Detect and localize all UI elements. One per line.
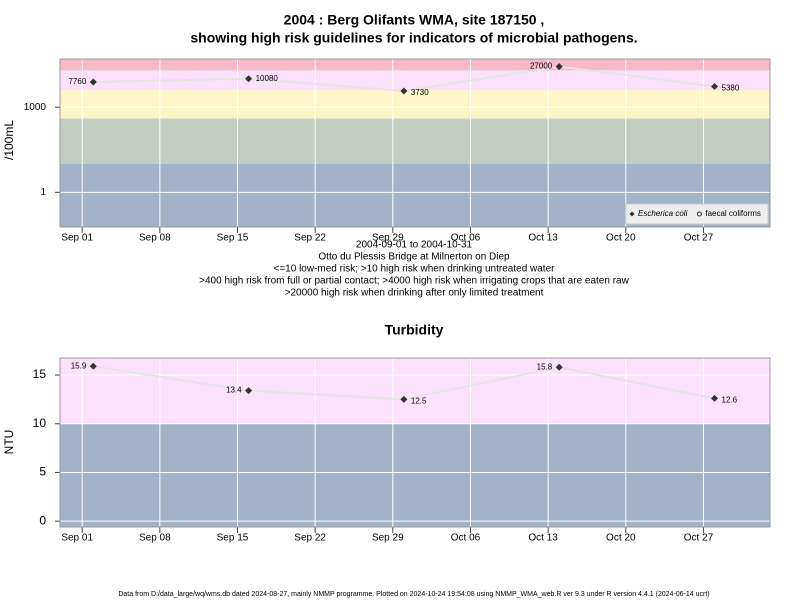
y-tick-label: 1000	[24, 102, 47, 113]
plot-frame	[59, 58, 771, 228]
x-tick-label: Sep 22	[294, 533, 326, 544]
data-label: 10080	[256, 74, 279, 83]
x-tick-label: Sep 15	[217, 233, 249, 244]
data-point	[711, 82, 719, 90]
note: 2004-09-01 to 2004-10-31	[356, 240, 473, 251]
plot-frame	[59, 357, 771, 528]
y-tick-label: 0	[39, 513, 46, 527]
x-tick-label: Sep 29	[372, 533, 404, 544]
y-axis-label: NTU	[2, 430, 16, 455]
data-label: 13.4	[226, 386, 242, 395]
y-tick-label: 10	[33, 416, 47, 430]
data-point	[555, 63, 563, 71]
x-tick-label: Oct 27	[684, 233, 714, 244]
data-point	[711, 394, 719, 402]
x-tick-label: Oct 06	[451, 233, 481, 244]
note: <=10 low-med risk; >10 high risk when dr…	[274, 264, 556, 275]
data-label: 7760	[68, 77, 86, 86]
data-point	[89, 362, 97, 370]
data-label: 12.6	[722, 396, 738, 405]
x-tick-label: Sep 15	[217, 533, 249, 544]
data-point	[400, 87, 408, 95]
chart-title: 2004 : Berg Olifants WMA, site 187150 ,	[284, 12, 545, 28]
x-tick-label: Oct 20	[606, 533, 636, 544]
x-tick-label: Oct 06	[451, 533, 481, 544]
y-tick-label: 5	[39, 465, 46, 479]
data-label: 15.8	[537, 362, 553, 371]
chart-title: Turbidity	[385, 322, 444, 338]
risk-band	[60, 358, 770, 424]
risk-band	[60, 423, 770, 527]
data-point	[555, 363, 563, 371]
x-tick-label: Oct 20	[606, 233, 636, 244]
data-point	[245, 387, 253, 395]
x-tick-label: Sep 22	[294, 233, 326, 244]
x-tick-label: Sep 01	[61, 533, 93, 544]
data-label: 27000	[530, 62, 553, 71]
x-tick-label: Sep 08	[139, 233, 171, 244]
data-point	[400, 395, 408, 403]
risk-band	[60, 59, 770, 71]
note: Otto du Plessis Bridge at Milnerton on D…	[318, 252, 510, 263]
legend-marker	[696, 211, 702, 217]
x-tick-label: Oct 13	[528, 233, 558, 244]
data-label: 15.9	[71, 361, 87, 370]
y-axis-label: /100mL	[2, 120, 16, 160]
y-tick-label: 15	[33, 367, 47, 381]
note: >400 high risk from full or partial cont…	[199, 276, 629, 287]
legend-label: faecal coliforms	[705, 209, 761, 218]
x-tick-label: Sep 01	[61, 233, 93, 244]
data-label: 12.5	[411, 397, 427, 406]
y-tick-label: 1	[40, 187, 46, 198]
legend-marker	[629, 211, 635, 217]
footer: Data from D:/data_large/wq/wms.db dated …	[118, 591, 709, 598]
x-tick-label: Sep 08	[139, 533, 171, 544]
chart-subtitle: showing high risk guidelines for indicat…	[190, 30, 637, 46]
note: >20000 high risk when drinking after onl…	[285, 288, 544, 299]
risk-band	[60, 90, 770, 119]
legend-label: Escherica coli	[638, 209, 688, 218]
risk-band	[60, 118, 770, 164]
x-tick-label: Sep 29	[372, 233, 404, 244]
x-tick-label: Oct 13	[528, 533, 558, 544]
data-label: 5380	[722, 84, 740, 93]
data-point	[89, 78, 97, 86]
data-label: 3730	[411, 88, 429, 97]
data-point	[245, 75, 253, 83]
x-tick-label: Oct 27	[684, 533, 714, 544]
